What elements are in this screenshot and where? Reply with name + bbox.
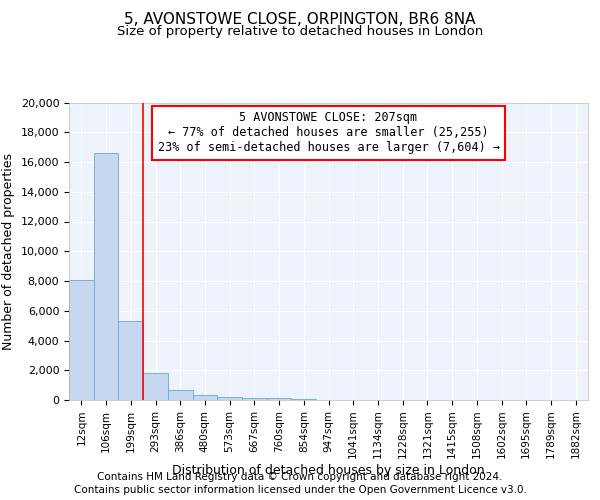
Bar [69,280,94,400]
Bar [143,373,168,400]
Y-axis label: Number of detached properties: Number of detached properties [2,153,15,350]
Bar [168,390,193,400]
X-axis label: Distribution of detached houses by size in London: Distribution of detached houses by size … [172,464,485,477]
Bar [193,395,217,400]
Text: 5, AVONSTOWE CLOSE, ORPINGTON, BR6 8NA: 5, AVONSTOWE CLOSE, ORPINGTON, BR6 8NA [124,12,476,28]
Bar [118,321,143,400]
Text: Contains HM Land Registry data © Crown copyright and database right 2024.: Contains HM Land Registry data © Crown c… [97,472,503,482]
Bar [217,396,242,400]
Text: 5 AVONSTOWE CLOSE: 207sqm
← 77% of detached houses are smaller (25,255)
23% of s: 5 AVONSTOWE CLOSE: 207sqm ← 77% of detac… [157,112,499,154]
Text: Contains public sector information licensed under the Open Government Licence v3: Contains public sector information licen… [74,485,526,495]
Bar [267,398,292,400]
Bar [242,398,267,400]
Bar [292,399,316,400]
Bar [94,153,118,400]
Text: Size of property relative to detached houses in London: Size of property relative to detached ho… [117,25,483,38]
